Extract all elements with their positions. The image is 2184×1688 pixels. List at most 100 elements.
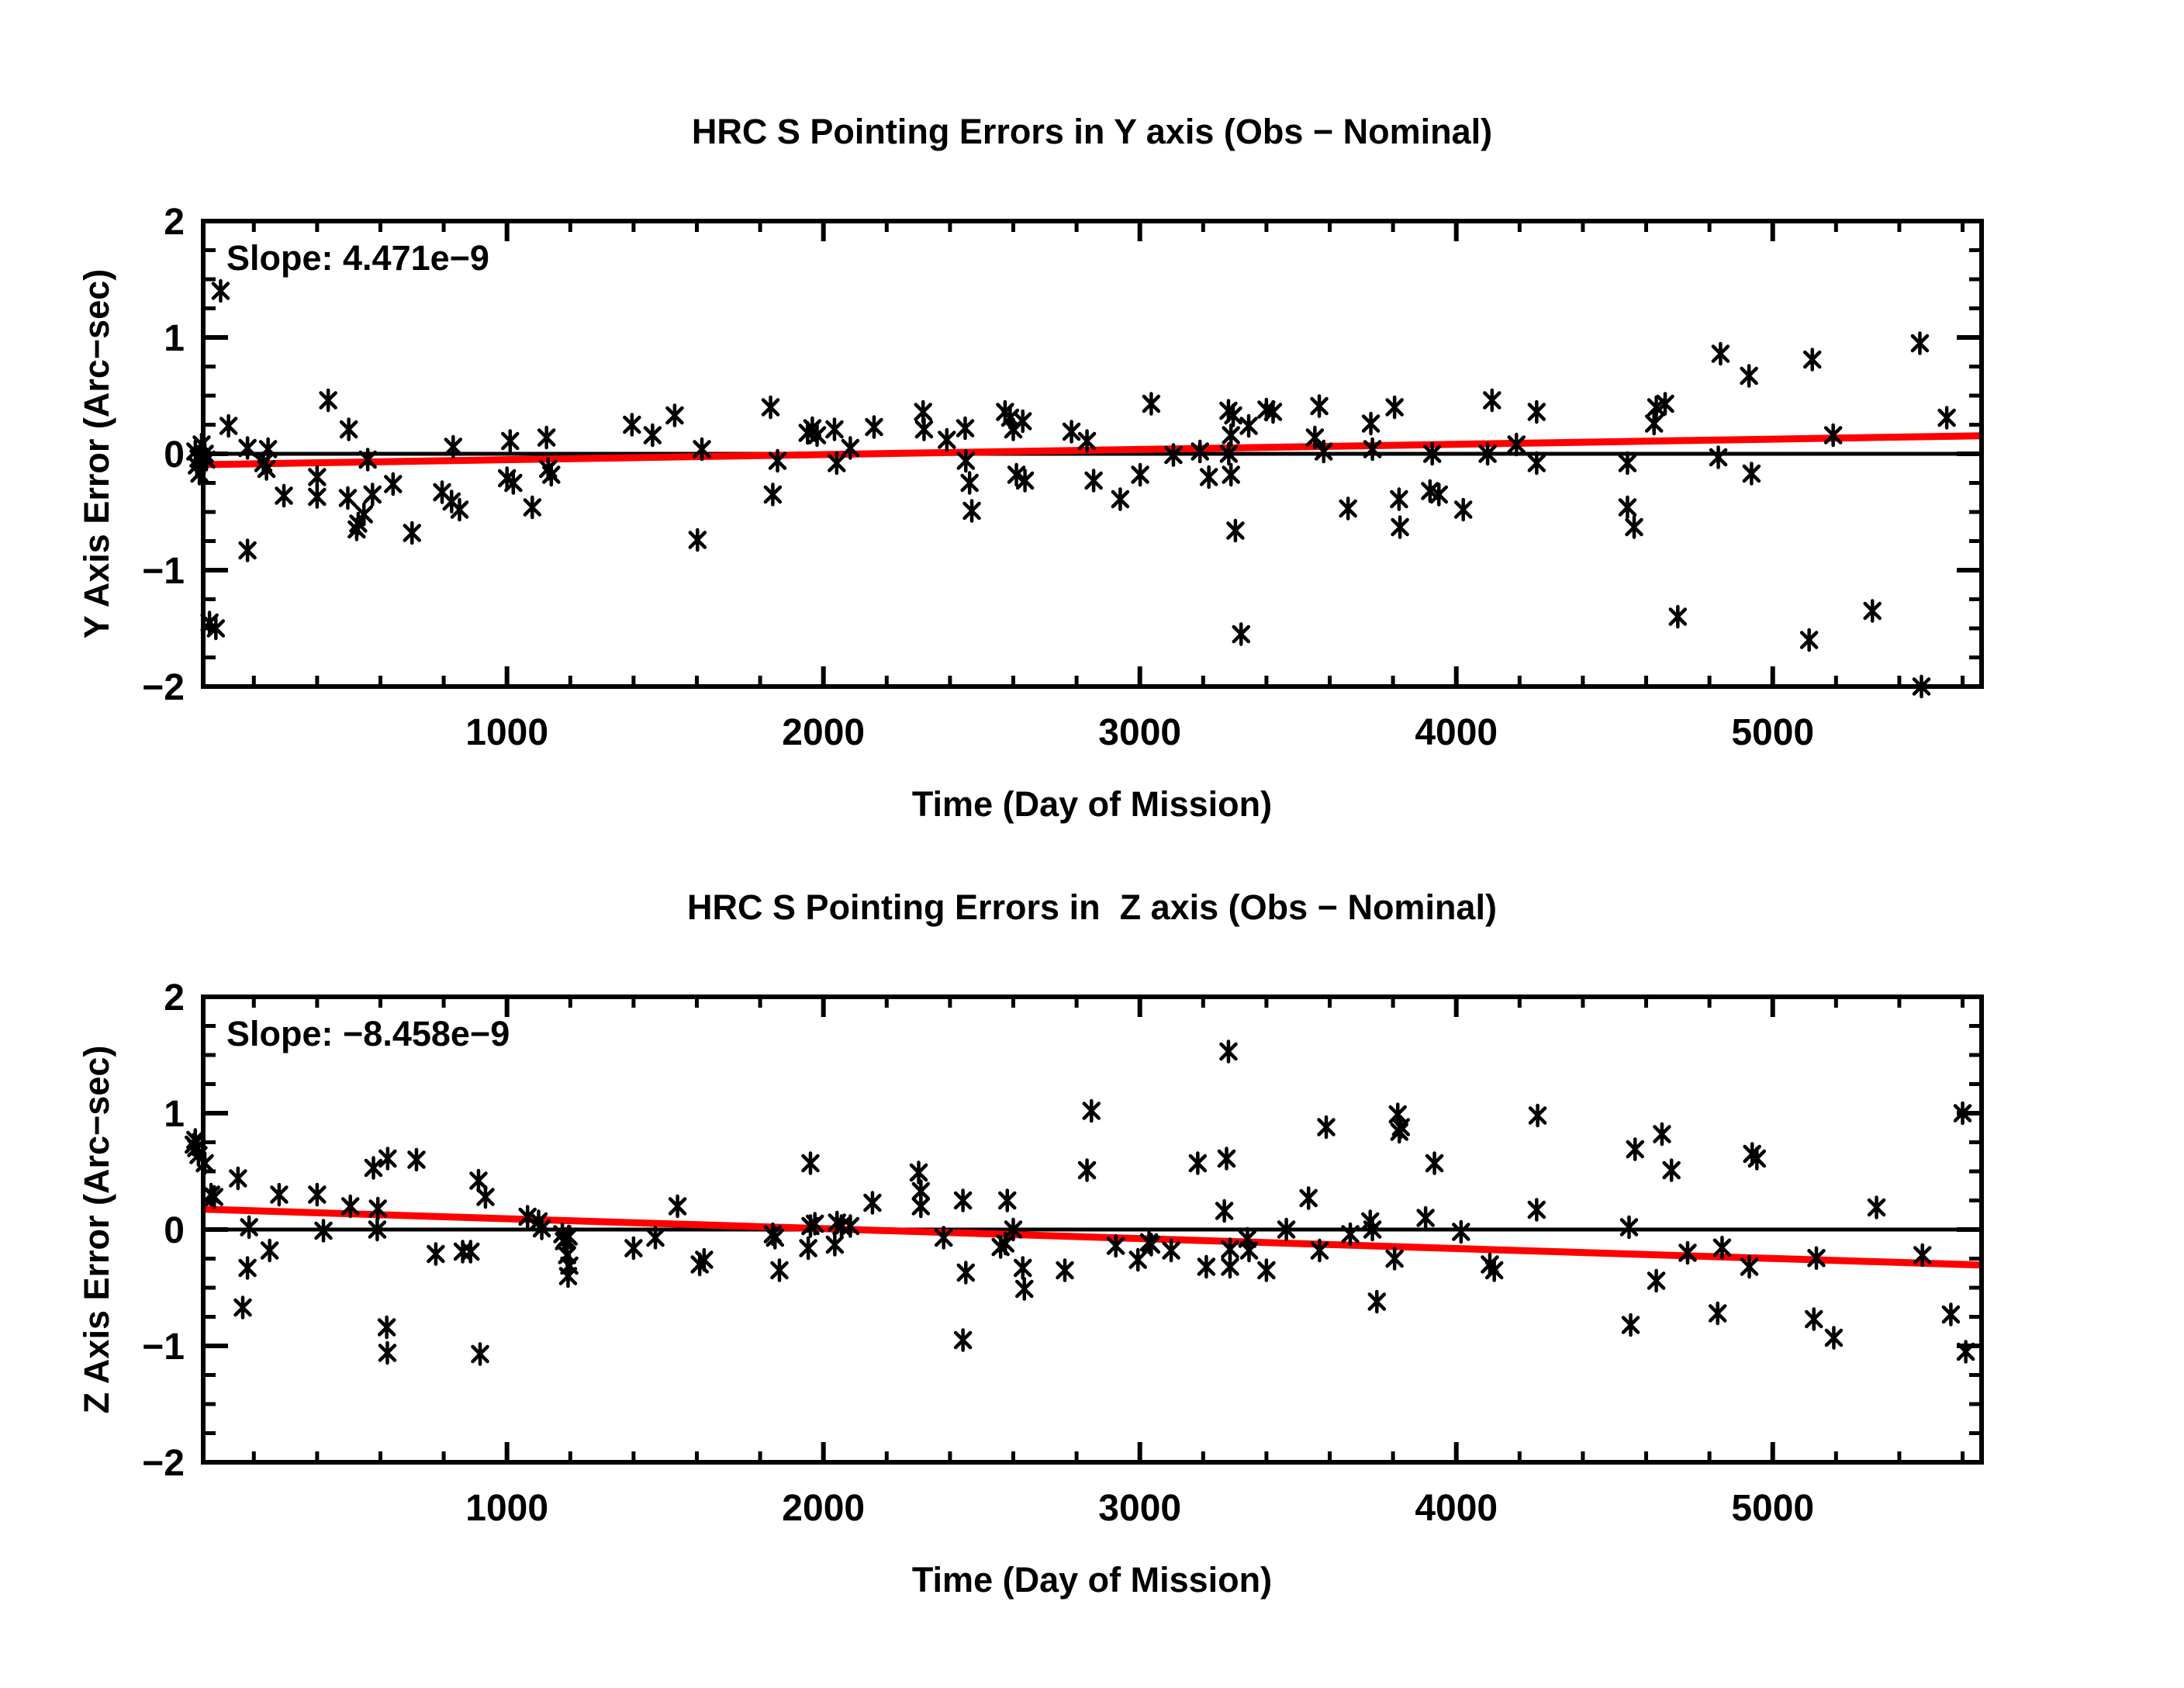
data-point-marker xyxy=(542,462,561,487)
data-point-marker xyxy=(257,457,276,481)
data-point-marker xyxy=(807,423,827,448)
data-point-marker xyxy=(238,436,257,460)
chart-title-z: HRC S Pointing Errors in Z axis (Obs − N… xyxy=(687,887,1497,927)
data-point-marker xyxy=(1802,348,1822,372)
data-point-marker xyxy=(1062,420,1081,444)
data-point-marker xyxy=(1257,1258,1276,1282)
data-point-marker xyxy=(1007,462,1026,487)
data-point-marker xyxy=(1618,495,1637,520)
data-point-marker xyxy=(1190,439,1209,464)
data-point-marker xyxy=(1484,1258,1504,1282)
data-point-marker xyxy=(1222,423,1240,448)
data-point-marker xyxy=(1740,1254,1759,1279)
data-point-marker xyxy=(665,403,684,427)
data-point-marker xyxy=(953,1328,973,1352)
data-point-marker xyxy=(1913,1243,1932,1268)
data-point-marker xyxy=(962,499,981,523)
data-point-marker xyxy=(1226,518,1245,543)
data-point-marker xyxy=(1647,1268,1666,1293)
data-point-marker xyxy=(953,1188,973,1212)
data-point-marker xyxy=(407,1147,426,1172)
data-point-marker xyxy=(450,497,469,522)
data-point-marker xyxy=(825,1233,845,1257)
data-point-marker xyxy=(1013,1256,1032,1280)
data-point-marker xyxy=(1390,1119,1409,1144)
data-point-marker xyxy=(1656,392,1674,416)
data-point-marker xyxy=(668,1194,687,1219)
data-point-marker xyxy=(1421,479,1439,503)
data-point-marker xyxy=(1453,497,1473,522)
data-point-marker xyxy=(275,483,293,508)
data-point-marker xyxy=(801,1151,820,1175)
data-point-marker xyxy=(1422,441,1442,466)
data-point-marker xyxy=(1317,1115,1336,1140)
data-point-marker xyxy=(1452,1219,1470,1244)
data-point-marker xyxy=(1224,403,1242,427)
data-point-marker xyxy=(1221,1237,1239,1261)
data-point-marker xyxy=(765,1226,785,1250)
data-point-marker xyxy=(260,1238,279,1263)
data-point-marker xyxy=(1863,599,1882,623)
y-tick-label: 0 xyxy=(164,434,185,476)
x-tick-label: 4000 xyxy=(1415,712,1498,753)
data-point-marker xyxy=(1142,392,1161,416)
data-point-marker xyxy=(476,1185,495,1209)
data-point-marker xyxy=(444,434,463,459)
data-point-marker xyxy=(1678,1240,1697,1265)
data-point-marker xyxy=(537,425,556,450)
slope-annotation-z: Slope: −8.458e−9 xyxy=(226,1014,510,1053)
data-point-marker xyxy=(219,413,238,438)
data-point-marker xyxy=(354,502,374,527)
data-point-marker xyxy=(998,1188,1017,1212)
data-point-marker xyxy=(956,1261,976,1285)
y-tick-label: 1 xyxy=(164,1094,185,1135)
data-point-marker xyxy=(763,483,783,507)
data-point-marker xyxy=(1824,1326,1844,1350)
data-point-marker xyxy=(1527,451,1546,476)
data-point-marker xyxy=(1823,423,1843,448)
data-point-marker xyxy=(1799,628,1819,652)
y-tick-label: 2 xyxy=(164,977,185,1019)
data-point-marker xyxy=(1219,1039,1238,1064)
data-point-marker xyxy=(1709,445,1728,469)
data-point-marker xyxy=(1747,1147,1767,1171)
x-axis-label-y-panel: Time (Day of Mission) xyxy=(912,784,1272,824)
data-point-marker xyxy=(1077,429,1097,453)
data-point-marker xyxy=(956,448,976,473)
x-tick-label: 4000 xyxy=(1415,1488,1498,1529)
data-point-marker xyxy=(799,1236,817,1261)
data-point-marker xyxy=(427,1242,445,1266)
data-point-marker xyxy=(368,1196,387,1221)
data-point-marker xyxy=(805,1212,824,1236)
data-point-marker xyxy=(828,451,846,476)
data-point-marker xyxy=(469,1168,488,1193)
data-point-marker xyxy=(1339,496,1357,521)
data-point-marker xyxy=(841,1214,860,1238)
data-point-marker xyxy=(338,486,358,510)
x-tick-label: 1000 xyxy=(465,1488,548,1529)
data-point-marker xyxy=(1653,1122,1671,1147)
data-point-marker xyxy=(1015,1277,1034,1301)
data-point-marker xyxy=(1416,1205,1435,1230)
data-point-marker xyxy=(1711,341,1730,366)
data-point-marker xyxy=(960,471,979,495)
data-point-marker xyxy=(238,538,257,562)
data-point-marker xyxy=(340,1194,360,1219)
data-point-marker xyxy=(1429,483,1449,507)
panel-y-errors: HRC S Pointing Errors in Y axis (Obs − N… xyxy=(77,112,1984,824)
data-point-marker xyxy=(1015,469,1035,493)
data-point-marker xyxy=(1867,1195,1886,1219)
data-point-marker xyxy=(1013,409,1032,434)
data-point-marker xyxy=(1941,1302,1961,1327)
data-point-marker xyxy=(934,1226,953,1250)
data-point-marker xyxy=(1082,1098,1101,1123)
data-point-marker xyxy=(501,429,520,453)
data-point-marker xyxy=(238,1256,257,1280)
x-tick-label: 3000 xyxy=(1098,1488,1181,1529)
data-point-marker xyxy=(364,1156,383,1180)
data-point-marker xyxy=(378,1147,397,1171)
data-point-marker xyxy=(504,471,523,495)
slope-annotation-y: Slope: 4.471e−9 xyxy=(226,238,489,278)
data-point-marker xyxy=(378,1340,397,1365)
data-point-marker xyxy=(1619,1215,1639,1240)
